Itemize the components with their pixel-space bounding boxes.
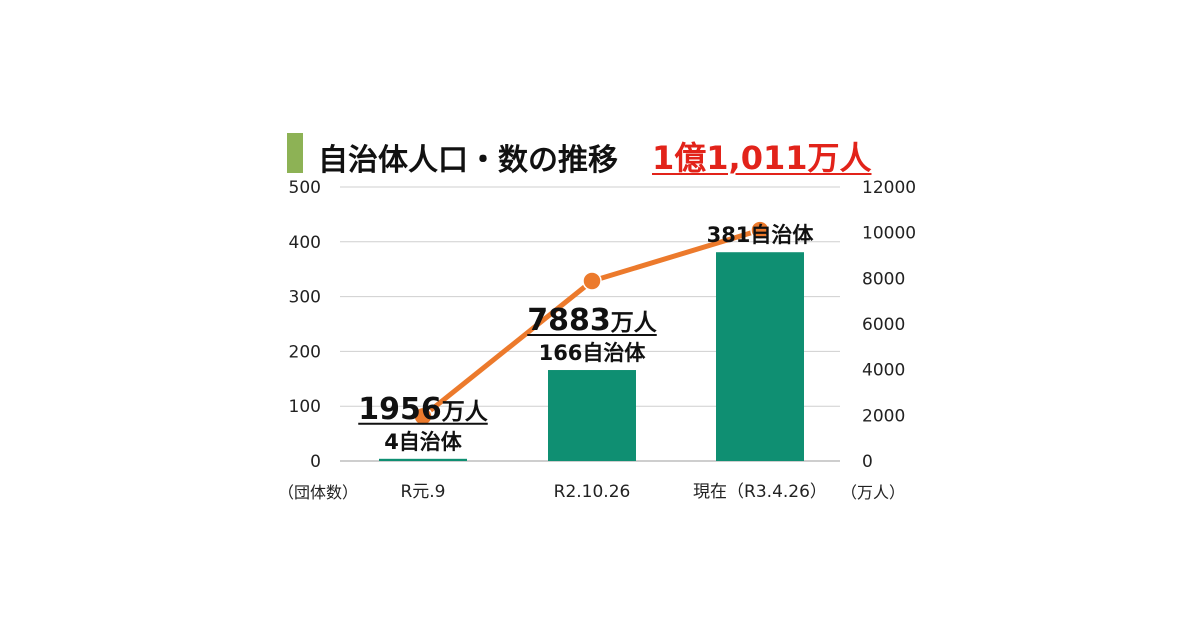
left-tick-label: 500 bbox=[289, 178, 321, 198]
right-tick-label: 4000 bbox=[862, 361, 905, 381]
left-tick-label: 0 bbox=[310, 452, 321, 472]
right-tick-label: 8000 bbox=[862, 269, 905, 289]
right-tick-label: 12000 bbox=[862, 178, 916, 198]
left-axis-unit-label: （団体数） bbox=[278, 483, 358, 502]
category-label: R2.10.26 bbox=[554, 482, 631, 502]
population-annotation: 1956万人 bbox=[358, 392, 489, 427]
category-label: R元.9 bbox=[400, 482, 445, 502]
total-population-label: 1億1,011万人 bbox=[652, 139, 872, 177]
right-axis-unit-label: （万人） bbox=[841, 483, 905, 502]
right-tick-label: 10000 bbox=[862, 224, 916, 244]
population-annotation: 7883万人 bbox=[527, 303, 658, 338]
left-tick-label: 300 bbox=[289, 288, 321, 308]
right-tick-label: 0 bbox=[862, 452, 873, 472]
title-accent-bar bbox=[287, 133, 303, 173]
count-annotation: 381自治体 bbox=[707, 223, 815, 247]
bar bbox=[548, 370, 636, 461]
left-tick-label: 200 bbox=[289, 342, 321, 362]
population-point bbox=[750, 220, 770, 240]
population-point bbox=[413, 406, 433, 427]
count-annotation: 166自治体 bbox=[539, 341, 647, 365]
count-annotation: 4自治体 bbox=[384, 430, 463, 454]
category-label: 現在（R3.4.26） bbox=[693, 482, 827, 502]
bar bbox=[716, 252, 804, 461]
right-tick-label: 6000 bbox=[862, 315, 905, 335]
bar bbox=[379, 458, 467, 461]
chart-title: 自治体人口・数の推移 bbox=[318, 143, 618, 178]
right-tick-label: 2000 bbox=[862, 406, 905, 426]
population-point bbox=[582, 271, 602, 291]
left-tick-label: 100 bbox=[289, 397, 321, 417]
left-tick-label: 400 bbox=[289, 233, 321, 253]
